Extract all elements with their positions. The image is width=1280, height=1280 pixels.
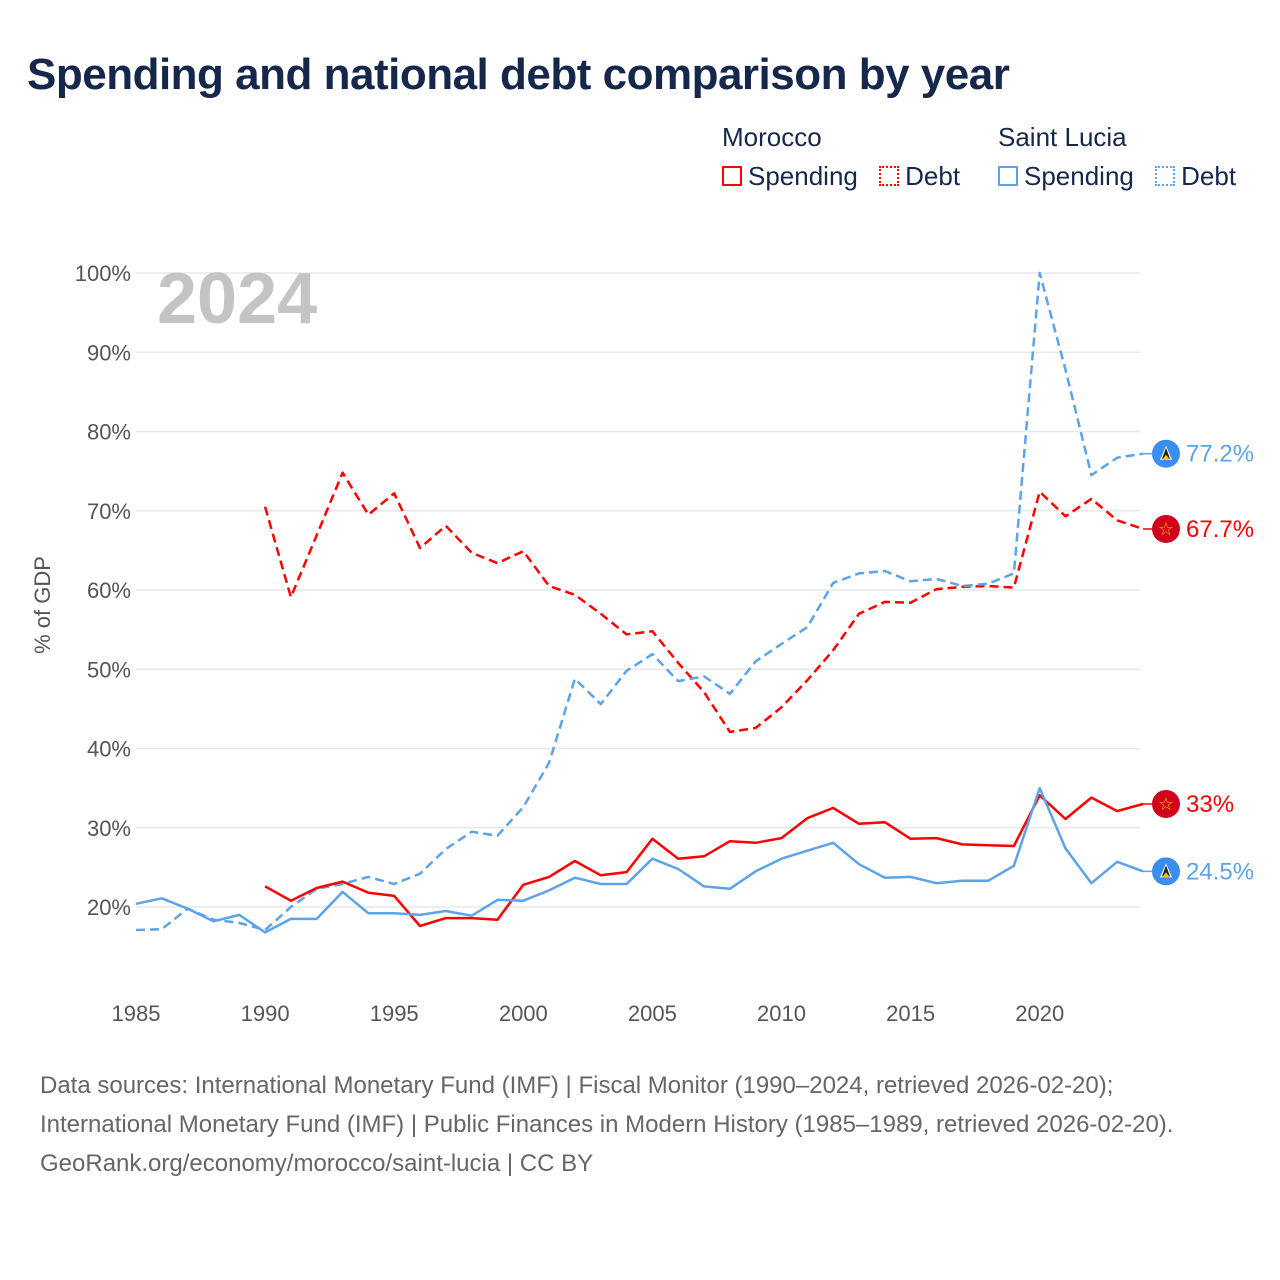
legend-label: Spending	[748, 160, 858, 191]
legend-label: Spending	[1024, 160, 1134, 191]
legend-item-morocco-debt[interactable]: Debt	[879, 158, 960, 194]
legend-swatch-dotted	[879, 166, 900, 186]
footer: Data sources: International Monetary Fun…	[40, 1066, 1240, 1183]
end-labels: ☆ 67.7% 77.2% ☆ 33% 24.5%	[1143, 439, 1254, 886]
x-tick-label: 1985	[112, 1001, 161, 1026]
y-tick-label: 60%	[87, 578, 131, 603]
legend-swatch-solid	[998, 166, 1018, 186]
x-tick-label: 2010	[757, 1001, 806, 1026]
x-tick-label: 1995	[370, 1001, 419, 1026]
x-tick-label: 2005	[628, 1001, 677, 1026]
credit-link[interactable]: GeoRank.org/economy/morocco/saint-lucia …	[40, 1150, 594, 1177]
legend-item-saint-lucia-spending[interactable]: Spending	[998, 158, 1134, 194]
legend-item-morocco-spending[interactable]: Spending	[722, 158, 858, 194]
end-value-label: 77.2%	[1186, 441, 1254, 468]
x-tick-label: 2000	[499, 1001, 548, 1026]
y-tick-label: 70%	[87, 499, 131, 524]
star-icon: ☆	[1158, 519, 1174, 539]
y-tick-label: 40%	[87, 737, 131, 762]
flag-background	[1152, 789, 1180, 818]
y-tick-label: 30%	[87, 816, 131, 841]
legend-label: Debt	[1181, 160, 1237, 191]
triangle-yellow	[1162, 872, 1170, 878]
saint-lucia-flag-icon	[1152, 857, 1180, 886]
end-value-label: 67.7%	[1186, 516, 1254, 543]
end-value-label: 33%	[1186, 791, 1234, 818]
grid: 20% 30% 40% 50% 60% 70% 80% 90% 100% 1985 1990 1995…	[75, 261, 1140, 1026]
series-line-saint-lucia-debt	[135, 271, 1144, 932]
y-tick-label: 20%	[87, 895, 131, 920]
y-tick-label: 50%	[87, 657, 131, 682]
legend-group-label: Saint Lucia	[998, 122, 1127, 152]
y-tick-label: 100%	[75, 261, 131, 286]
x-tick-label: 2020	[1015, 1001, 1064, 1026]
legend-group-morocco: Morocco Spending Debt	[722, 122, 974, 194]
chart-title: Spending and national debt comparison by…	[27, 50, 1010, 99]
series-line-morocco-debt	[263, 471, 1144, 734]
triangle-black	[1162, 447, 1170, 459]
end-value-label: 24.5%	[1186, 858, 1254, 885]
series-lines	[135, 271, 1144, 934]
star-icon: ☆	[1158, 794, 1174, 814]
year-watermark: 2024	[157, 259, 317, 339]
y-tick-label: 80%	[87, 420, 131, 445]
legend-item-saint-lucia-debt[interactable]: Debt	[1155, 158, 1236, 194]
data-sources: Data sources: International Monetary Fun…	[40, 1072, 1174, 1138]
saint-lucia-flag-icon	[1152, 439, 1180, 468]
morocco-flag-icon: ☆	[1152, 514, 1180, 543]
y-axis-label: % of GDP	[30, 556, 55, 654]
legend-label: Debt	[905, 160, 961, 191]
legend-swatch-solid	[722, 166, 742, 186]
x-tick-label: 2015	[886, 1001, 935, 1026]
triangle-yellow	[1162, 454, 1170, 460]
series-line-morocco-spending	[264, 794, 1144, 928]
legend-swatch-dotted	[1155, 166, 1176, 186]
morocco-flag-icon: ☆	[1152, 789, 1180, 818]
x-tick-label: 1990	[241, 1001, 290, 1026]
series-line-saint-lucia-spending	[135, 786, 1144, 934]
legend-group-label: Morocco	[722, 122, 822, 152]
flag-background	[1152, 514, 1180, 543]
y-tick-label: 90%	[87, 340, 131, 365]
triangle-black	[1162, 865, 1170, 877]
legend-group-saint-lucia: Saint Lucia Spending Debt	[998, 122, 1250, 194]
